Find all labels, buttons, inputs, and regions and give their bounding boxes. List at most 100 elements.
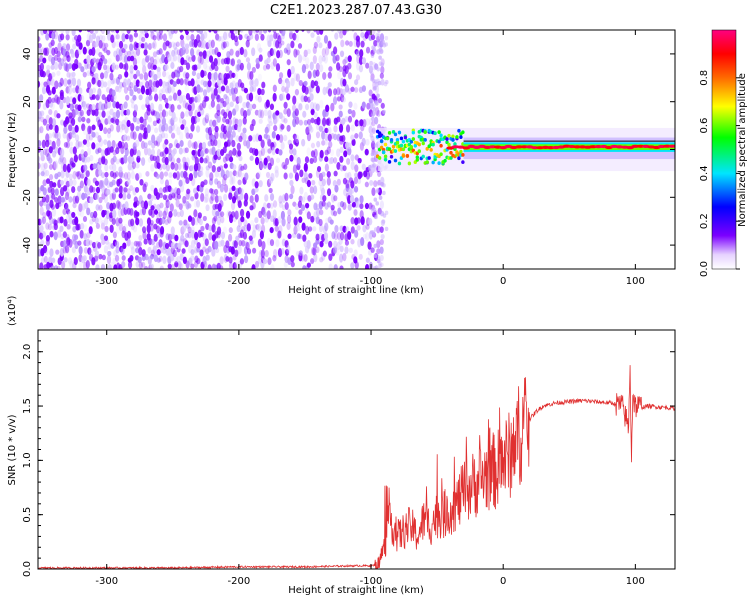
noise-cell: [174, 257, 179, 264]
noise-cell: [169, 187, 175, 196]
noise-cell: [190, 196, 195, 202]
noise-cell: [306, 119, 312, 125]
noise-cell: [104, 164, 109, 172]
noise-cell: [138, 246, 143, 256]
noise-cell: [38, 171, 41, 177]
noise-cell: [132, 110, 138, 118]
noise-cell: [47, 96, 52, 104]
noise-cell: [72, 43, 77, 50]
noise-cell: [135, 47, 141, 57]
noise-cell: [310, 117, 315, 124]
noise-cell: [368, 89, 373, 97]
noise-cell: [228, 227, 233, 234]
noise-cell: [225, 118, 230, 125]
noise-cell: [95, 48, 101, 56]
noise-cell: [39, 94, 44, 102]
noise-cell: [216, 109, 221, 116]
noise-cell: [187, 203, 192, 209]
noise-cell: [138, 94, 143, 101]
noise-cell: [198, 30, 204, 35]
noise-cell: [133, 64, 138, 71]
noise-cell: [170, 242, 175, 249]
noise-cell: [129, 70, 134, 80]
noise-cell: [182, 256, 187, 265]
noise-cell: [260, 88, 265, 96]
noise-cell: [269, 157, 275, 167]
noise-cell: [115, 118, 120, 126]
noise-cell: [256, 42, 262, 52]
noise-cell: [223, 183, 229, 193]
noise-cell: [347, 55, 352, 63]
noise-cell: [211, 223, 216, 233]
noise-cell: [274, 169, 279, 178]
carrier-cell: [381, 150, 386, 154]
noise-cell: [100, 233, 105, 241]
noise-cell: [150, 56, 155, 64]
noise-cell: [308, 226, 313, 232]
noise-cell: [266, 202, 271, 209]
noise-cell: [339, 155, 344, 163]
noise-cell: [275, 148, 280, 155]
noise-cell: [195, 117, 201, 123]
noise-cell: [198, 218, 203, 226]
noise-cell: [129, 208, 134, 216]
noise-cell: [228, 192, 233, 200]
noise-cell: [234, 103, 239, 112]
noise-cell: [126, 188, 131, 195]
noise-cell: [238, 163, 243, 172]
noise-cell: [251, 119, 256, 127]
noise-cell: [111, 179, 116, 186]
noise-cell: [293, 48, 298, 58]
noise-cell: [199, 55, 204, 65]
x-tick-label: 0: [500, 276, 506, 287]
noise-cell: [266, 155, 271, 162]
noise-cell: [207, 86, 212, 92]
carrier-cell: [377, 156, 382, 160]
noise-cell: [47, 210, 53, 220]
noise-cell: [361, 163, 366, 171]
noise-cell: [373, 253, 378, 259]
noise-cell: [243, 48, 248, 58]
carrier-cell: [417, 149, 421, 154]
carrier-cell: [437, 139, 441, 144]
noise-cell: [138, 261, 143, 269]
noise-cell: [203, 196, 208, 203]
noise-cell: [329, 219, 334, 225]
noise-cell: [82, 46, 87, 55]
noise-cell: [124, 147, 129, 157]
noise-cell: [297, 54, 303, 64]
noise-cell: [258, 150, 263, 158]
noise-cell: [147, 193, 152, 200]
noise-cell: [244, 33, 249, 39]
noise-cell: [100, 79, 105, 89]
noise-cell: [94, 30, 99, 34]
noise-cell: [336, 162, 341, 170]
noise-cell: [54, 146, 59, 154]
noise-cell: [69, 146, 74, 154]
noise-cell: [45, 169, 50, 177]
noise-cell: [237, 150, 242, 157]
noise-cell: [246, 139, 251, 149]
noise-cell: [273, 32, 278, 40]
noise-cell: [149, 222, 154, 232]
noise-cell: [118, 217, 123, 224]
noise-cell: [56, 265, 61, 269]
noise-cell: [43, 162, 48, 170]
noise-cell: [281, 217, 286, 227]
noise-cell: [95, 264, 100, 269]
noise-cell: [83, 151, 88, 158]
noise-cell: [143, 49, 148, 56]
noise-cell: [49, 199, 54, 209]
noise-cell: [185, 92, 191, 100]
noise-cell: [269, 226, 274, 234]
noise-cell: [168, 211, 173, 218]
noise-cell: [193, 238, 198, 245]
noise-cell: [231, 211, 236, 218]
noise-cell: [95, 148, 100, 155]
noise-cell: [135, 200, 140, 206]
noise-cell: [262, 258, 268, 265]
noise-cell: [164, 242, 170, 249]
noise-cell: [152, 34, 157, 41]
noise-cell: [190, 164, 195, 172]
carrier-cell: [403, 135, 408, 140]
